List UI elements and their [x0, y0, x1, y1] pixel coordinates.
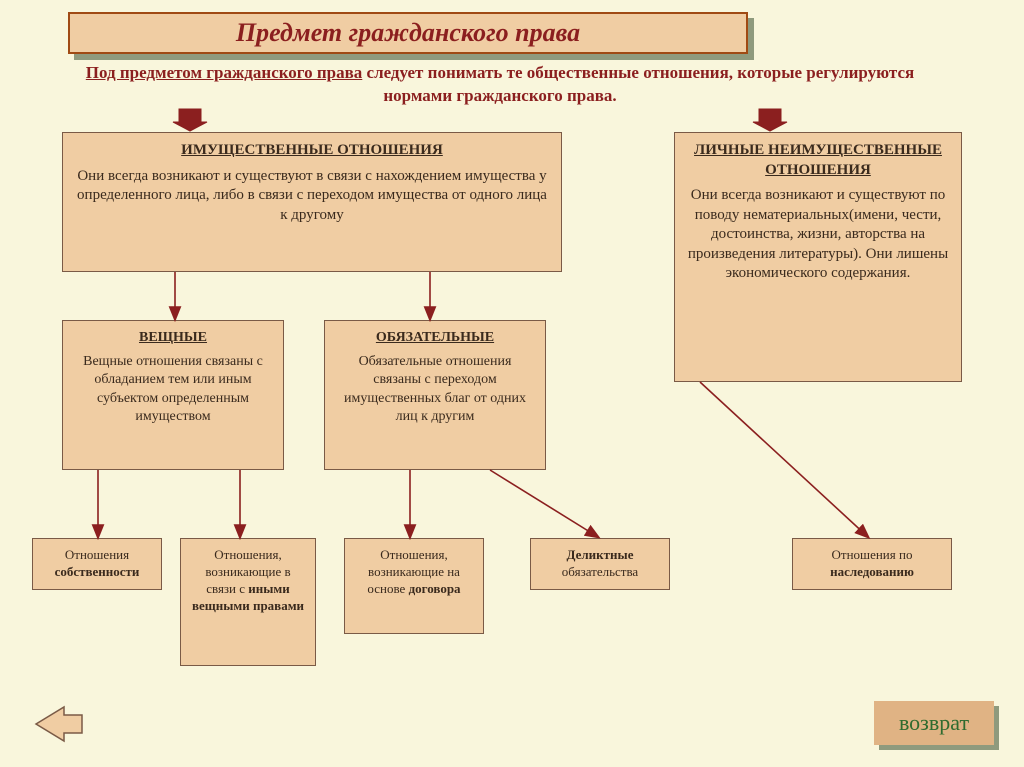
- box-body: Отношения по наследованию: [830, 547, 914, 579]
- back-button[interactable]: [30, 703, 86, 745]
- title-text: Предмет гражданского права: [68, 12, 748, 54]
- subtitle-rest: следует понимать те общественные отношен…: [362, 63, 914, 105]
- box-delict: Деликтные обязательства: [530, 538, 670, 590]
- box-body: Отношения, возникающие в связи с иными в…: [192, 547, 304, 613]
- box-personal-relations: ЛИЧНЫЕ НЕИМУЩЕСТВЕННЫЕ ОТНОШЕНИЯ Они все…: [674, 132, 962, 382]
- box-body: Отношения, возникающие на основе договор…: [367, 547, 460, 596]
- box-body: Обязательные отношения связаны с переход…: [344, 354, 526, 424]
- title-bar: Предмет гражданского права: [68, 12, 748, 54]
- box-body: Отношения собственности: [55, 547, 140, 579]
- box-ownership: Отношения собственности: [32, 538, 162, 590]
- box-body: Они всегда возникают и существуют по пов…: [688, 187, 948, 281]
- box-heading: ЛИЧНЫЕ НЕИМУЩЕСТВЕННЫЕ ОТНОШЕНИЯ: [685, 141, 951, 180]
- return-label: возврат: [874, 701, 994, 745]
- box-contract: Отношения, возникающие на основе договор…: [344, 538, 484, 634]
- box-property-relations: ИМУЩЕСТВЕННЫЕ ОТНОШЕНИЯ Они всегда возни…: [62, 132, 562, 272]
- box-heading: ОБЯЗАТЕЛЬНЫЕ: [335, 329, 535, 347]
- box-body: Вещные отношения связаны с обладанием те…: [83, 354, 263, 424]
- box-obligatory: ОБЯЗАТЕЛЬНЫЕ Обязательные отношения связ…: [324, 320, 546, 470]
- return-button[interactable]: возврат: [874, 701, 994, 745]
- box-body: Они всегда возникают и существуют в связ…: [77, 168, 547, 223]
- subtitle: Под предметом гражданского права следует…: [60, 62, 940, 108]
- box-heading: ВЕЩНЫЕ: [73, 329, 273, 347]
- box-heading: ИМУЩЕСТВЕННЫЕ ОТНОШЕНИЯ: [73, 141, 551, 161]
- subtitle-underlined: Под предметом гражданского права: [86, 63, 363, 82]
- box-body: Деликтные обязательства: [562, 547, 638, 579]
- box-inheritance: Отношения по наследованию: [792, 538, 952, 590]
- box-other-real-rights: Отношения, возникающие в связи с иными в…: [180, 538, 316, 666]
- box-real: ВЕЩНЫЕ Вещные отношения связаны с облада…: [62, 320, 284, 470]
- slide: Предмет гражданского права Под предметом…: [0, 0, 1024, 767]
